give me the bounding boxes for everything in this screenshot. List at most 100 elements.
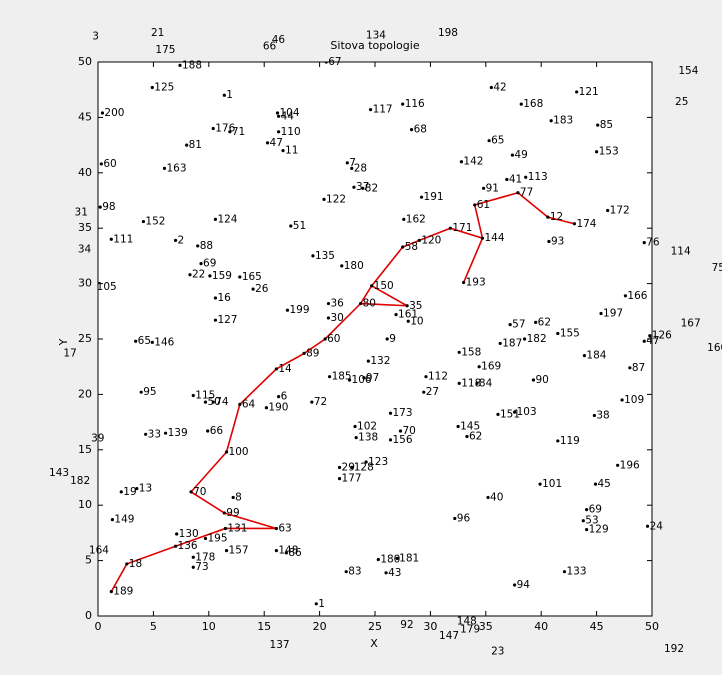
node-label: 57	[512, 319, 525, 331]
node-marker	[519, 102, 523, 106]
node-label: 30	[330, 312, 343, 324]
node-marker	[213, 318, 218, 322]
node-marker	[274, 526, 278, 531]
node-label: 126	[652, 330, 672, 342]
node-marker	[592, 413, 596, 418]
node-label: 113	[528, 171, 548, 183]
node-marker	[648, 334, 652, 338]
x-tick-label: 45	[590, 620, 604, 633]
node-marker	[191, 393, 195, 398]
x-tick-label: 30	[423, 620, 437, 633]
y-tick-label: 40	[78, 166, 92, 179]
node-label: 49	[514, 149, 527, 161]
node-marker	[424, 375, 428, 379]
node-marker	[222, 511, 226, 515]
node-label: 115	[195, 390, 215, 402]
node-marker	[144, 432, 148, 436]
axes-ticks: 0 5 10 15 20 25 30 35 40 45 50 0 5 10 15 20 25 30 35 40 45 50	[78, 55, 659, 633]
node-label: 16	[217, 292, 231, 304]
node-label: 8	[235, 491, 242, 503]
node-marker	[599, 311, 603, 316]
node-marker	[285, 308, 290, 312]
node-label: 42	[493, 81, 506, 93]
node-label: 66	[210, 425, 224, 437]
node-marker	[477, 365, 481, 369]
node-marker	[616, 463, 620, 467]
node-label: 190	[268, 402, 288, 414]
node-label: 71	[232, 126, 245, 138]
node-label: 200	[104, 107, 124, 119]
node-marker	[109, 590, 113, 594]
node-label: 13	[139, 483, 152, 495]
node-marker	[508, 322, 512, 327]
node-label: 146	[154, 336, 174, 348]
node-marker	[284, 551, 288, 555]
node-label: 6	[281, 391, 288, 403]
node-label: 24	[650, 520, 664, 532]
node-marker	[238, 275, 242, 279]
node-marker	[623, 294, 628, 298]
node-label: 65	[491, 135, 504, 147]
node-label: 63	[278, 522, 291, 534]
node-marker	[422, 390, 426, 394]
node-label: 188	[182, 59, 202, 71]
node-label: 165	[242, 271, 262, 283]
node-marker	[473, 203, 477, 207]
node-marker	[510, 153, 514, 157]
node-marker	[585, 527, 589, 532]
node-marker	[489, 85, 493, 90]
node-label: 125	[154, 81, 174, 93]
node-label: 176	[215, 122, 235, 134]
node-marker	[302, 351, 306, 356]
node-marker	[457, 350, 461, 354]
node-label: 70	[193, 486, 206, 498]
node-marker	[364, 460, 368, 464]
node-marker	[538, 482, 542, 486]
node-marker	[191, 555, 195, 559]
node-label: 84	[479, 377, 493, 389]
node-marker	[224, 549, 229, 553]
node-marker	[99, 162, 103, 166]
node-label: 60	[327, 333, 340, 345]
node-label: 180	[380, 553, 400, 565]
node-marker	[353, 424, 357, 429]
node-label: 133	[566, 566, 586, 578]
node-label: 199	[289, 304, 309, 316]
node-marker	[417, 238, 421, 242]
node-marker	[388, 438, 393, 442]
chart-title: Sitova topologie	[330, 39, 419, 52]
node-label: 102	[357, 421, 377, 433]
node-label: 11	[285, 145, 298, 157]
node-label: 51	[293, 220, 306, 232]
node-marker	[620, 398, 624, 402]
node-label: 61	[477, 199, 490, 211]
node-label: 28	[354, 162, 367, 174]
y-tick-label: 20	[78, 387, 92, 400]
node-marker	[628, 366, 632, 370]
node-label: 192	[664, 643, 684, 655]
node-marker	[395, 556, 399, 560]
y-tick-label: 45	[78, 110, 92, 123]
y-axis-label: Y	[57, 338, 70, 346]
node-label: 120	[421, 234, 441, 246]
node-marker	[376, 557, 380, 562]
node-label: 62	[469, 431, 482, 443]
node-label: 46	[272, 34, 286, 46]
node-marker	[211, 400, 215, 404]
node-label: 116	[405, 98, 425, 110]
node-marker	[419, 195, 424, 199]
node-marker	[264, 406, 269, 410]
node-marker	[402, 217, 406, 221]
node-label: 27	[426, 386, 439, 398]
node-label: 105	[97, 281, 117, 293]
node-marker	[480, 236, 485, 240]
node-marker	[224, 450, 229, 454]
node-marker	[277, 114, 281, 118]
node-marker	[398, 429, 403, 433]
node-marker	[549, 119, 553, 123]
node-label: 131	[227, 522, 247, 534]
node-marker	[289, 224, 293, 228]
node-marker	[150, 85, 154, 90]
node-marker	[110, 518, 115, 522]
